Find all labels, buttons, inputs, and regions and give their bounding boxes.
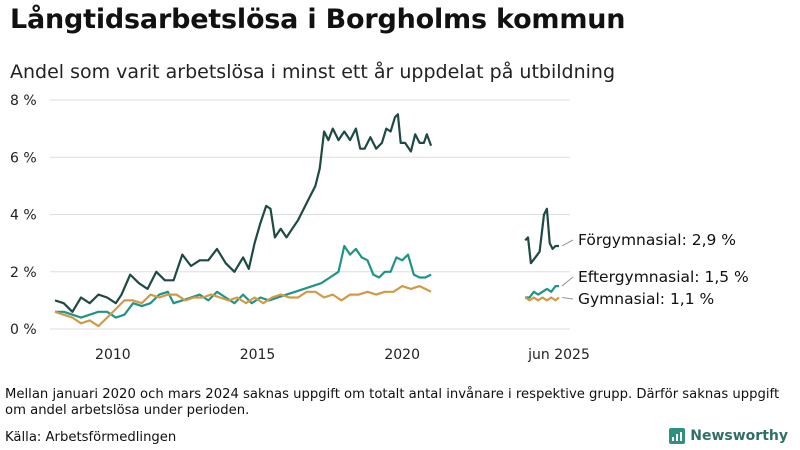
series-line-förgymnasial [524,207,559,265]
label-leader-line [561,276,574,287]
series-line-eftergymnasial [55,244,432,319]
series-lines [54,113,560,328]
x-tick-label: 2015 [240,347,276,363]
y-tick-label: 4 % [10,208,37,224]
gridlines [50,99,570,330]
y-tick-label: 2 % [10,265,37,281]
x-tick-label: 2010 [95,347,131,363]
newsworthy-logo-icon [669,428,686,444]
chart-subtitle: Andel som varit arbetslösa i minst ett å… [10,61,616,83]
series-end-labels: Förgymnasial: 2,9 % Eftergymnasial: 1,5 %… [561,231,749,308]
x-axis-labels: 2010 2015 2020 jun 2025 [95,347,590,363]
series-end-label: Gymnasial: 1,1 % [578,290,714,308]
x-tick-label: 2020 [384,347,420,363]
label-leader-line [561,297,574,300]
brand-name: Newsworthy [690,428,788,444]
series-line-gymnasial [54,285,432,328]
chart-title: Långtidsarbetslösa i Borgholms kommun [10,4,626,35]
series-line-förgymnasial [54,113,433,313]
source-text: Källa: Arbetsförmedlingen [5,430,177,445]
y-axis-labels: 0 % 2 % 4 % 6 % 8 % [10,93,37,338]
x-tick-label: jun 2025 [527,347,590,363]
y-tick-label: 6 % [10,150,37,166]
series-end-label: Eftergymnasial: 1,5 % [578,268,749,286]
y-tick-label: 0 % [10,322,37,338]
newsworthy-logo: Newsworthy [669,428,788,444]
series-end-label: Förgymnasial: 2,9 % [578,231,736,249]
series-line-eftergymnasial [525,285,559,299]
series-line-gymnasial [524,296,560,302]
label-leader-line [561,239,574,247]
line-chart: 0 % 2 % 4 % 6 % 8 % 2010 2015 2020 jun 2025 För… [10,93,749,363]
y-tick-label: 8 % [10,93,37,109]
footnote: Mellan januari 2020 och mars 2024 saknas… [5,387,780,418]
